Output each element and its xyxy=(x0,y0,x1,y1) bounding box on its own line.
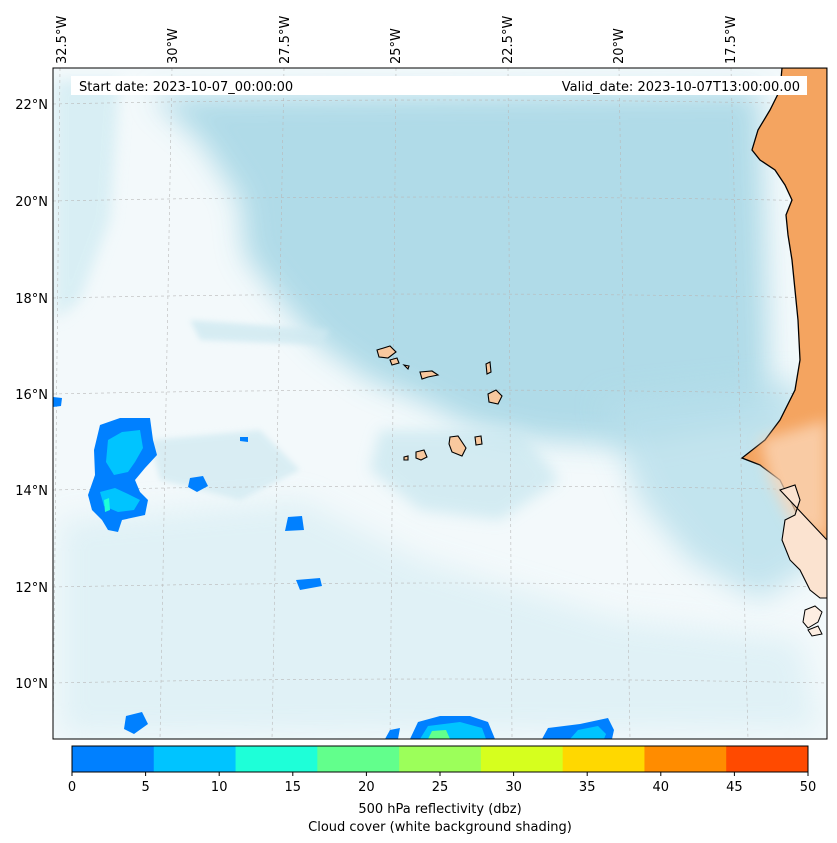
island-brava xyxy=(403,455,409,461)
gridline-lat-20 xyxy=(53,196,827,202)
lat-label: 14°N xyxy=(15,484,48,499)
cloud-cover-shading xyxy=(53,68,827,739)
island-sao-nicolau xyxy=(419,370,440,380)
reflectivity-cell-west-peak xyxy=(104,498,110,512)
longitude-tick-labels: 32.5°W 30°W 27.5°W 25°W 22.5°W 20°W 17.5… xyxy=(55,16,739,64)
island-santa-luzia xyxy=(402,364,410,371)
lon-label: 27.5°W xyxy=(278,16,293,64)
cloud-streak-1 xyxy=(190,320,330,345)
gridline-lon-25 xyxy=(389,68,397,739)
valid-date-label: Valid_date: 2023-10-07T13:00:00.00 xyxy=(562,80,800,95)
gridline-lat-12 xyxy=(53,582,827,588)
gridline-lat-10 xyxy=(53,678,827,684)
island-sal xyxy=(485,361,492,375)
reflectivity-cells xyxy=(53,397,614,739)
reflectivity-cell-edge xyxy=(53,397,62,407)
gridline-lon-32.5 xyxy=(53,68,61,739)
colorbar-segment xyxy=(235,746,318,772)
lat-label: 16°N xyxy=(15,388,48,403)
colorbar-tick-label: 50 xyxy=(800,780,817,795)
cloud-streak-2 xyxy=(150,430,300,500)
land-warm-gradient xyxy=(760,420,827,540)
colorbar-segment xyxy=(726,746,809,772)
colorbar-segment xyxy=(480,746,564,772)
cloud-patch-south xyxy=(60,500,820,735)
colorbar-tick-label: 5 xyxy=(141,780,149,795)
colorbar-tick-label: 15 xyxy=(285,780,302,795)
reflectivity-cell-south-1-peak xyxy=(428,730,450,739)
lon-label: 22.5°W xyxy=(501,16,516,64)
island-fogo xyxy=(415,449,428,461)
map-panel: 32.5°W 30°W 27.5°W 25°W 22.5°W 20°W 17.5… xyxy=(15,16,828,740)
lat-label: 12°N xyxy=(15,581,48,596)
colorbar-tick-label: 30 xyxy=(505,780,522,795)
latitude-tick-labels: 22°N 20°N 18°N 16°N 14°N 12°N 10°N xyxy=(15,98,48,692)
guinea-bissau-islands xyxy=(802,605,823,637)
colorbar-tick-label: 35 xyxy=(579,780,596,795)
gridline-lon-22.5 xyxy=(507,68,513,739)
island-boa-vista xyxy=(487,389,503,405)
cloud-mass-east xyxy=(600,380,820,600)
colorbar-segment xyxy=(317,746,400,772)
colorbar: 0 5 10 15 20 25 30 35 40 45 50 500 hPa reflectivit… xyxy=(68,745,816,835)
date-info-background xyxy=(71,76,807,95)
cloud-band-west xyxy=(55,80,120,320)
colorbar-tick-label: 10 xyxy=(211,780,228,795)
colorbar-tick-label: 20 xyxy=(358,780,375,795)
senegal-gambia-land xyxy=(779,484,827,599)
island-santiago xyxy=(448,435,467,457)
reflectivity-cell-west-core xyxy=(100,430,143,512)
lon-label: 25°W xyxy=(389,28,404,64)
colorbar-segment xyxy=(399,746,482,772)
date-info-bar: Start date: 2023-10-07_00:00:00 Valid_da… xyxy=(71,76,807,95)
gridline-lat-14 xyxy=(53,485,827,491)
lon-label: 17.5°W xyxy=(724,16,739,64)
colorbar-segments xyxy=(72,746,809,772)
lon-label: 32.5°W xyxy=(55,16,70,64)
colorbar-segment xyxy=(644,746,727,772)
map-frame xyxy=(52,67,828,740)
lat-label: 20°N xyxy=(15,195,48,210)
colorbar-segment xyxy=(72,746,155,772)
lon-label: 30°W xyxy=(166,28,181,64)
reflectivity-cell-small-1 xyxy=(188,476,208,492)
lat-label: 22°N xyxy=(15,98,48,113)
colorbar-tick-label: 40 xyxy=(653,780,670,795)
gridline-lon-20 xyxy=(618,68,631,739)
island-sao-vicente xyxy=(389,357,400,366)
colorbar-tick-label: 25 xyxy=(432,780,449,795)
africa-landmass xyxy=(740,68,827,637)
gridline-lat-18 xyxy=(53,293,827,299)
island-santo-antao xyxy=(376,345,397,359)
reflectivity-cell-small-5 xyxy=(124,712,148,734)
gridline-lat-22 xyxy=(53,99,827,105)
lat-label: 18°N xyxy=(15,292,48,307)
colorbar-tick-label: 0 xyxy=(68,780,76,795)
reflectivity-cell-small-2 xyxy=(240,437,248,442)
reflectivity-cell-south-2-core xyxy=(570,726,606,739)
reflectivity-cell-small-3 xyxy=(285,516,304,531)
gridline-lon-30 xyxy=(159,68,173,739)
colorbar-ticks: 0 5 10 15 20 25 30 35 40 45 50 xyxy=(68,772,816,795)
gridline-lat-16 xyxy=(53,389,827,395)
gridline-lon-27.5 xyxy=(271,68,285,739)
colorbar-label-cloud-cover: Cloud cover (white background shading) xyxy=(308,820,572,835)
start-date-label: Start date: 2023-10-07_00:00:00 xyxy=(79,80,293,95)
colorbar-segment xyxy=(562,746,645,772)
gridlines xyxy=(53,68,827,739)
lat-label: 10°N xyxy=(15,677,48,692)
cloud-mass-north xyxy=(150,90,770,445)
gridline-lon-17.5 xyxy=(730,68,749,739)
colorbar-label-reflectivity: 500 hPa reflectivity (dbz) xyxy=(358,802,521,817)
reflectivity-cell-small-4 xyxy=(296,578,322,590)
colorbar-tick-label: 45 xyxy=(726,780,743,795)
lon-label: 20°W xyxy=(612,28,627,64)
island-maio xyxy=(474,435,483,446)
cape-verde-islands xyxy=(376,345,503,461)
colorbar-segment xyxy=(153,746,237,772)
